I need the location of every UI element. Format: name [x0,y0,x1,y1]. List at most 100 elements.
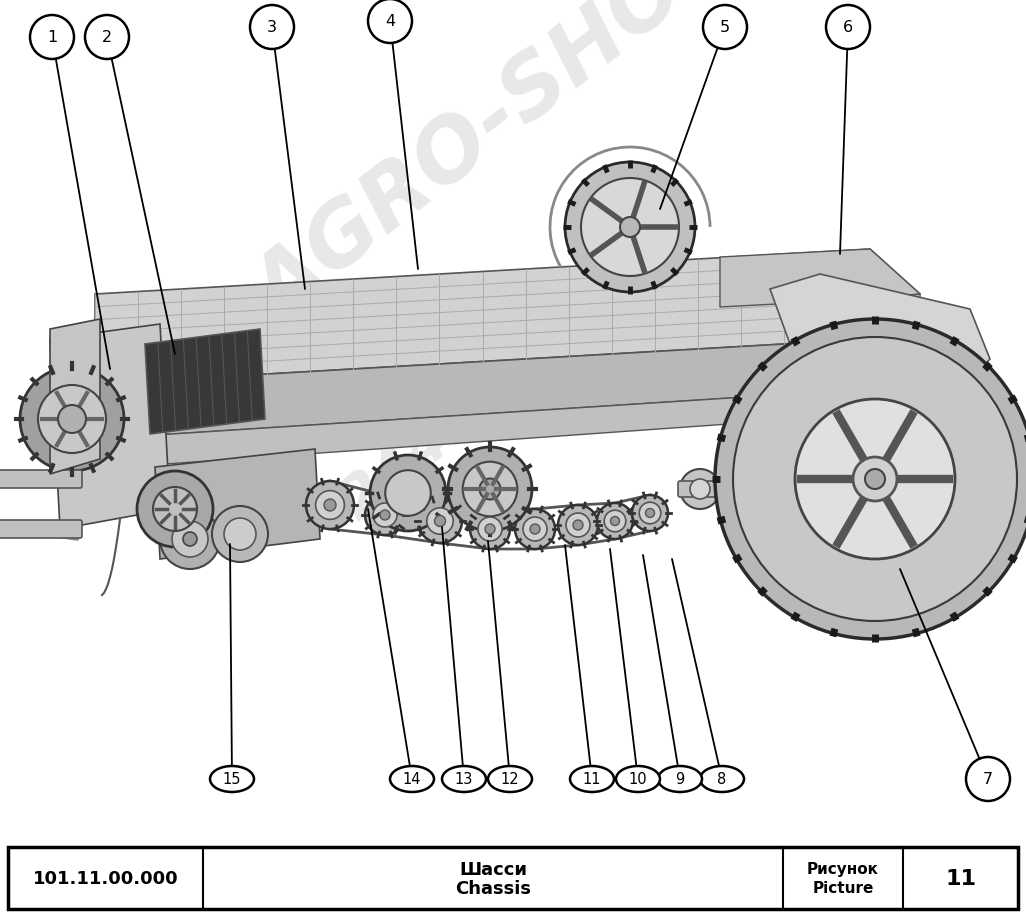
Ellipse shape [570,766,614,792]
FancyBboxPatch shape [0,520,82,539]
Circle shape [463,462,517,516]
Circle shape [565,163,695,292]
Text: 3: 3 [267,20,277,36]
Circle shape [690,480,710,499]
Text: 13: 13 [455,772,473,787]
Circle shape [795,400,955,560]
Ellipse shape [616,766,660,792]
FancyBboxPatch shape [0,471,82,489]
Circle shape [715,320,1026,640]
Text: 11: 11 [945,868,976,888]
Circle shape [853,458,897,502]
Text: 9: 9 [675,772,684,787]
Circle shape [703,6,747,50]
Circle shape [733,337,1017,621]
Polygon shape [870,295,920,349]
Circle shape [58,405,86,434]
Ellipse shape [488,766,532,792]
Circle shape [316,491,345,520]
Circle shape [966,757,1010,801]
Circle shape [639,503,661,524]
Polygon shape [155,449,320,560]
Circle shape [212,506,268,562]
Text: 2441.ONLINE: 2441.ONLINE [330,221,705,531]
Circle shape [19,368,124,471]
Circle shape [183,532,197,547]
Polygon shape [50,320,100,474]
Circle shape [515,509,555,550]
Ellipse shape [210,766,254,792]
Circle shape [448,448,532,531]
Circle shape [566,514,590,538]
Circle shape [434,516,445,527]
Circle shape [370,456,446,531]
Circle shape [645,509,655,518]
Circle shape [172,521,208,558]
Bar [8,847,1018,909]
Circle shape [478,517,502,541]
Text: Chassis: Chassis [455,879,531,897]
Circle shape [373,504,397,528]
Circle shape [558,505,598,545]
Text: 11: 11 [583,772,601,787]
Circle shape [385,471,431,516]
Circle shape [610,516,620,526]
Circle shape [479,479,501,500]
Circle shape [620,218,640,238]
Polygon shape [95,390,870,470]
Ellipse shape [442,766,486,792]
Circle shape [224,518,256,550]
Circle shape [38,386,106,453]
Circle shape [324,499,336,512]
Circle shape [523,517,547,541]
Circle shape [826,6,870,50]
Polygon shape [95,340,870,439]
Circle shape [604,511,626,532]
Circle shape [380,510,390,520]
Text: 7: 7 [983,772,993,787]
Text: 6: 6 [843,20,853,36]
Circle shape [30,16,74,60]
Text: Шасси: Шасси [459,860,527,878]
Text: 5: 5 [720,20,731,36]
Polygon shape [720,250,920,308]
Circle shape [485,525,495,535]
Circle shape [368,0,412,44]
Text: 2: 2 [102,30,112,45]
Circle shape [153,487,197,531]
Text: 14: 14 [403,772,422,787]
Circle shape [573,520,583,530]
Text: 1: 1 [47,30,57,45]
FancyBboxPatch shape [678,482,732,497]
Ellipse shape [390,766,434,792]
Circle shape [85,16,129,60]
Circle shape [365,495,405,536]
Text: Рисунок: Рисунок [807,862,879,877]
Text: 101.11.00.000: 101.11.00.000 [33,869,179,887]
Circle shape [470,509,510,550]
Polygon shape [770,275,990,380]
Polygon shape [95,250,920,384]
Circle shape [632,495,668,531]
Circle shape [418,499,462,543]
Ellipse shape [700,766,744,792]
Circle shape [250,6,294,50]
Text: AGRO-SHOP: AGRO-SHOP [240,0,752,337]
Text: Picture: Picture [813,880,874,895]
Polygon shape [145,330,265,435]
Circle shape [427,508,453,535]
Circle shape [581,179,679,277]
Circle shape [137,471,213,548]
Circle shape [160,509,220,570]
Circle shape [865,470,885,490]
Circle shape [306,482,354,529]
Ellipse shape [658,766,702,792]
Text: 10: 10 [629,772,647,787]
Text: 4: 4 [385,15,395,29]
Text: 15: 15 [223,772,241,787]
Polygon shape [50,324,170,529]
Text: 12: 12 [501,772,519,787]
Circle shape [597,504,633,539]
Circle shape [680,470,720,509]
Text: 8: 8 [717,772,726,787]
